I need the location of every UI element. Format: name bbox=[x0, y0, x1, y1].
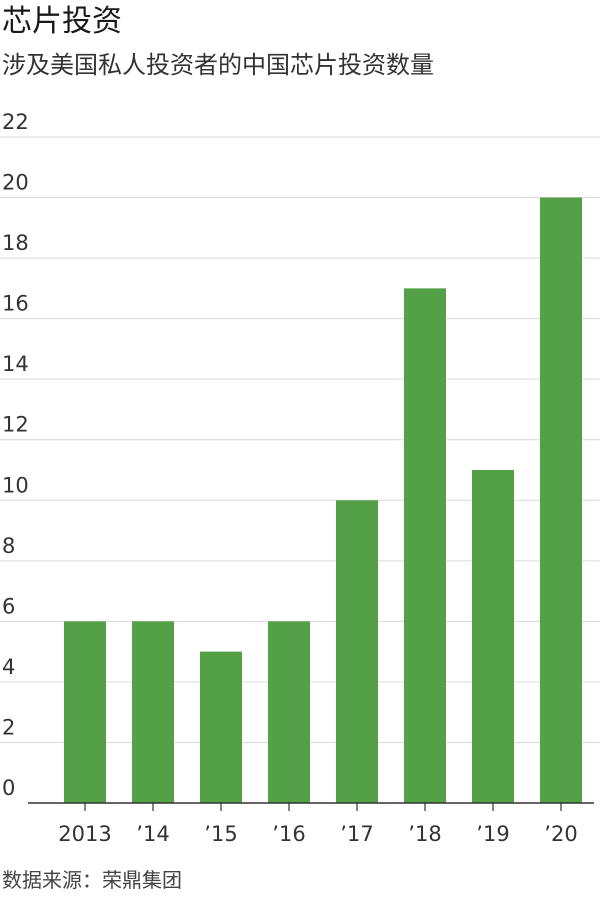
y-tick-label: 14 bbox=[2, 352, 29, 376]
y-tick-label: 0 bbox=[2, 776, 15, 800]
bar bbox=[472, 470, 514, 803]
x-tick-label: ’14 bbox=[136, 822, 169, 846]
x-tick-label: ’18 bbox=[408, 822, 441, 846]
bar bbox=[200, 651, 242, 803]
bar bbox=[64, 621, 106, 803]
bar bbox=[132, 621, 174, 803]
x-tick-label: ’19 bbox=[476, 822, 509, 846]
bar bbox=[540, 197, 582, 803]
y-tick-label: 8 bbox=[2, 534, 15, 558]
x-tick-label: ’16 bbox=[272, 822, 305, 846]
bar bbox=[268, 621, 310, 803]
y-tick-label: 18 bbox=[2, 231, 29, 255]
y-tick-label: 16 bbox=[2, 292, 29, 316]
chart-title: 芯片投资 bbox=[2, 4, 122, 39]
y-tick-label: 12 bbox=[2, 413, 29, 437]
x-tick-label: ’17 bbox=[340, 822, 373, 846]
x-tick-label: ’15 bbox=[204, 822, 237, 846]
x-tick-label: ’20 bbox=[544, 822, 577, 846]
y-tick-label: 22 bbox=[2, 110, 29, 134]
y-tick-label: 20 bbox=[2, 171, 29, 195]
y-tick-label: 10 bbox=[2, 473, 29, 497]
y-tick-label: 4 bbox=[2, 655, 15, 679]
chart-subtitle: 涉及美国私人投资者的中国芯片投资数量 bbox=[2, 51, 434, 79]
x-tick-label: 2013 bbox=[58, 822, 111, 846]
y-tick-label: 6 bbox=[2, 594, 15, 618]
source-note: 数据来源：荣鼎集团 bbox=[2, 868, 182, 892]
bar bbox=[404, 288, 446, 803]
y-tick-label: 2 bbox=[2, 715, 15, 739]
bar bbox=[336, 500, 378, 803]
